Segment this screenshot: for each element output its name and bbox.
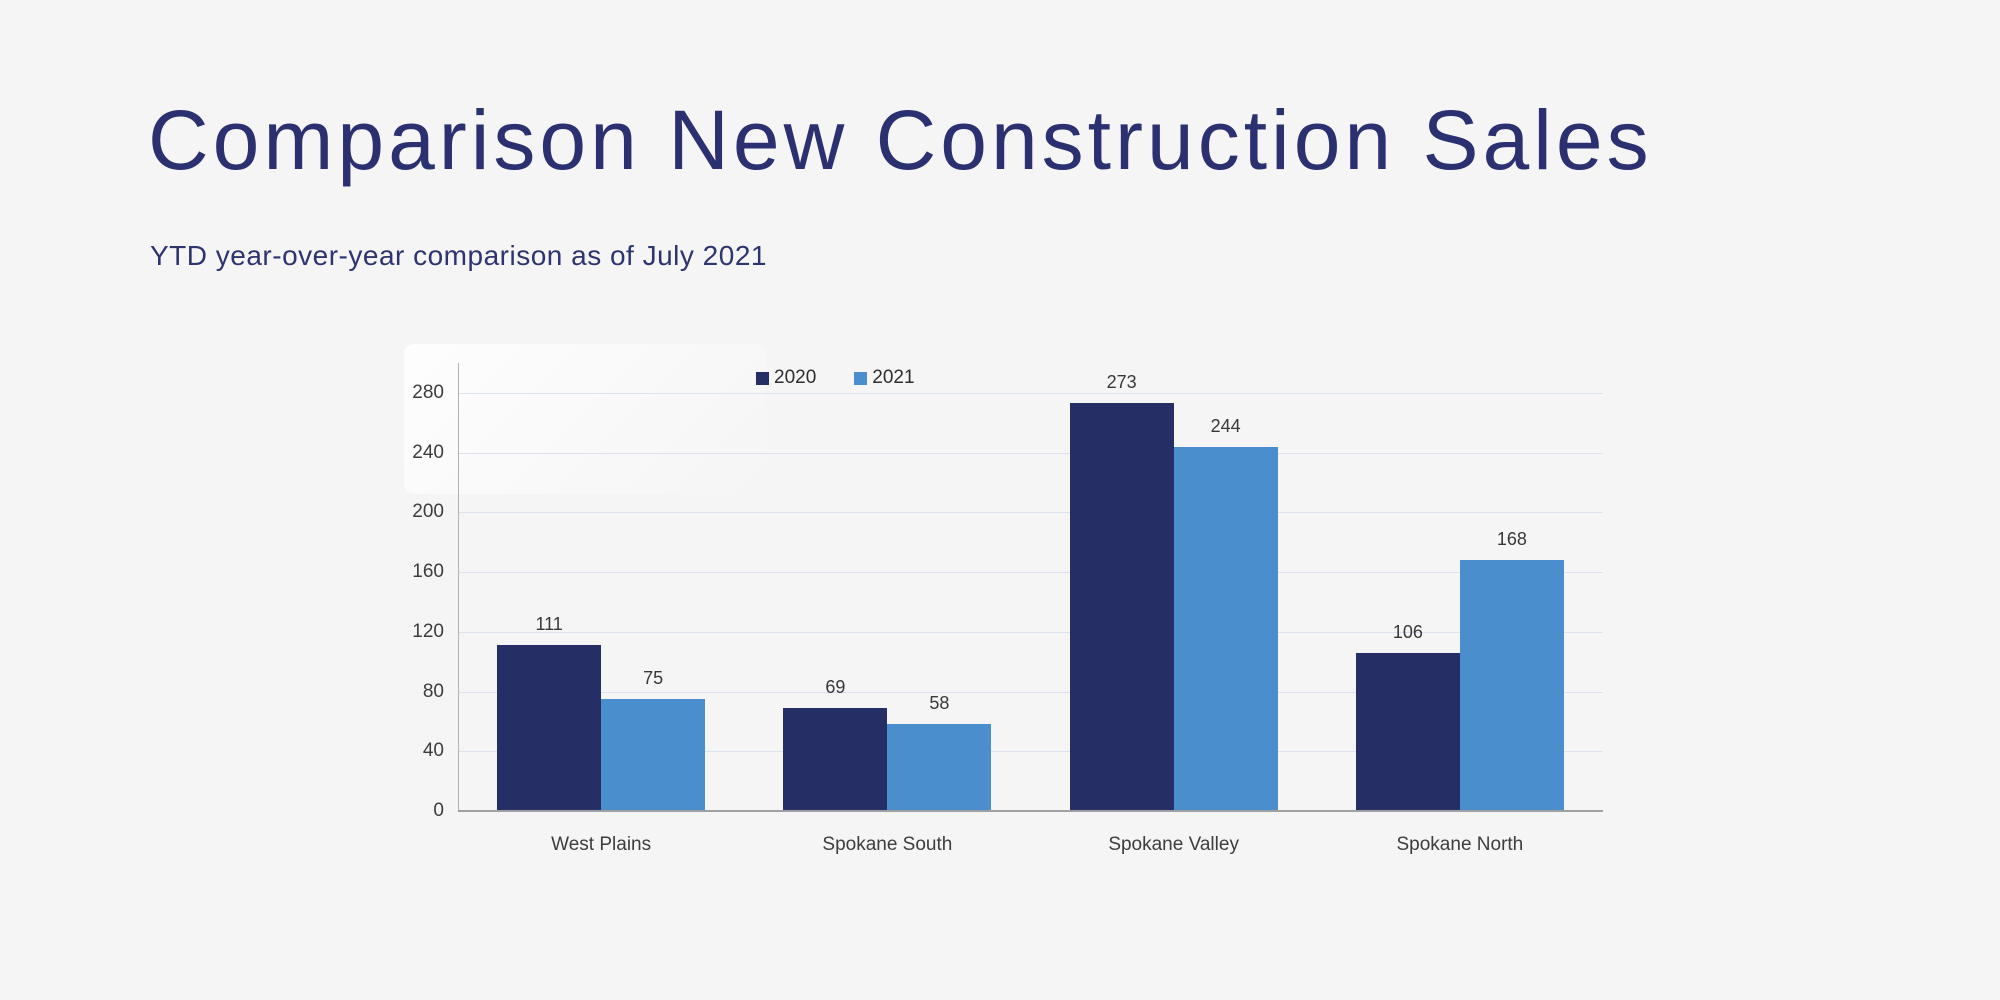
y-axis-line xyxy=(458,363,459,811)
legend-label: 2020 xyxy=(774,367,817,388)
bar-value-label: 58 xyxy=(929,693,950,714)
y-tick-label: 280 xyxy=(412,381,444,403)
y-tick-label: 160 xyxy=(412,561,444,583)
legend-swatch-icon xyxy=(854,371,868,385)
y-tick-label: 200 xyxy=(412,501,444,523)
chart-legend: 2020 2021 xyxy=(756,367,915,389)
bar-value-label: 273 xyxy=(1106,372,1137,393)
legend-swatch-icon xyxy=(756,371,769,385)
background-panel xyxy=(404,344,766,494)
legend-item-2020: 2020 xyxy=(756,367,816,389)
bar-2021-spokane-north xyxy=(1459,560,1564,811)
bar-2021-west-plains xyxy=(601,699,706,811)
bar-value-label: 244 xyxy=(1210,415,1241,436)
y-tick-label: 240 xyxy=(412,441,444,463)
x-axis-line xyxy=(458,810,1603,812)
y-tick-label: 120 xyxy=(412,620,444,642)
x-tick-label: West Plains xyxy=(551,834,652,855)
page-title: Comparison New Construction Sales xyxy=(148,93,1653,187)
gridline xyxy=(458,691,1603,693)
gridline xyxy=(458,392,1603,394)
gridline xyxy=(458,512,1603,514)
x-tick-label: Spokane South xyxy=(822,834,953,855)
bar-2020-spokane-valley xyxy=(1069,403,1174,811)
bar-value-label: 75 xyxy=(643,668,664,688)
bar-2021-spokane-valley xyxy=(1173,446,1278,811)
x-tick-label: Spokane Valley xyxy=(1108,834,1239,855)
gridline xyxy=(458,572,1603,574)
bar-value-label: 69 xyxy=(825,676,846,697)
bar-value-label: 106 xyxy=(1392,621,1423,642)
bar-value-label: 111 xyxy=(535,614,563,635)
y-tick-label: 40 xyxy=(422,740,444,762)
gridline xyxy=(458,631,1603,633)
legend-item-2021: 2021 xyxy=(854,367,915,389)
bar-2021-spokane-south xyxy=(887,724,992,811)
gridline xyxy=(458,751,1603,753)
y-tick-label: 80 xyxy=(422,680,444,702)
legend-label: 2021 xyxy=(872,367,915,388)
bar-2020-west-plains xyxy=(497,645,602,811)
bar-2020-spokane-north xyxy=(1355,652,1460,811)
bar-2020-spokane-south xyxy=(783,707,888,811)
page-subtitle: YTD year-over-year comparison as of July… xyxy=(150,240,767,271)
x-tick-label: Spokane North xyxy=(1396,834,1524,855)
y-tick-label: 0 xyxy=(433,800,444,821)
gridline xyxy=(458,452,1603,454)
bar-value-label: 168 xyxy=(1496,529,1527,550)
